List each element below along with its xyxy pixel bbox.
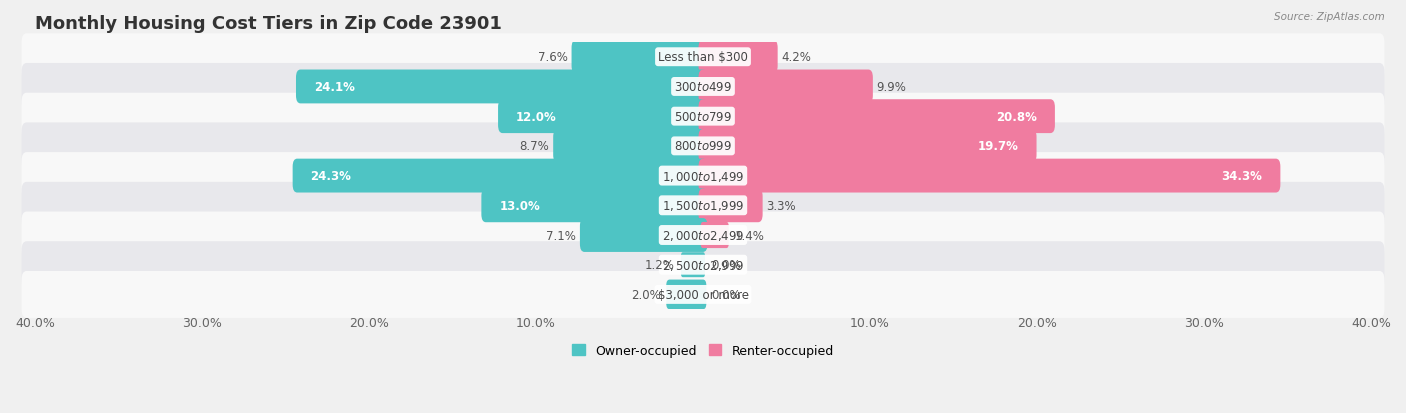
FancyBboxPatch shape xyxy=(292,159,707,193)
FancyBboxPatch shape xyxy=(498,100,707,134)
FancyBboxPatch shape xyxy=(553,130,707,164)
Text: Monthly Housing Cost Tiers in Zip Code 23901: Monthly Housing Cost Tiers in Zip Code 2… xyxy=(35,15,502,33)
FancyBboxPatch shape xyxy=(666,280,706,309)
Text: $1,000 to $1,499: $1,000 to $1,499 xyxy=(662,169,744,183)
Legend: Owner-occupied, Renter-occupied: Owner-occupied, Renter-occupied xyxy=(568,339,838,362)
FancyBboxPatch shape xyxy=(21,212,1385,259)
Text: $2,500 to $2,999: $2,500 to $2,999 xyxy=(662,258,744,272)
Text: 0.0%: 0.0% xyxy=(711,288,741,301)
Text: $1,500 to $1,999: $1,500 to $1,999 xyxy=(662,199,744,213)
Text: 2.0%: 2.0% xyxy=(631,288,661,301)
FancyBboxPatch shape xyxy=(572,41,707,74)
FancyBboxPatch shape xyxy=(699,130,1036,164)
FancyBboxPatch shape xyxy=(699,189,762,223)
FancyBboxPatch shape xyxy=(21,153,1385,199)
Text: 9.9%: 9.9% xyxy=(877,81,907,94)
Text: 24.1%: 24.1% xyxy=(314,81,354,94)
Text: $300 to $499: $300 to $499 xyxy=(673,81,733,94)
Text: 1.4%: 1.4% xyxy=(735,229,765,242)
Text: Source: ZipAtlas.com: Source: ZipAtlas.com xyxy=(1274,12,1385,22)
FancyBboxPatch shape xyxy=(681,253,704,278)
FancyBboxPatch shape xyxy=(21,34,1385,81)
FancyBboxPatch shape xyxy=(699,41,778,74)
Text: 24.3%: 24.3% xyxy=(311,170,352,183)
Text: 0.0%: 0.0% xyxy=(711,259,741,272)
Text: 7.6%: 7.6% xyxy=(538,51,568,64)
FancyBboxPatch shape xyxy=(699,100,1054,134)
Text: 4.2%: 4.2% xyxy=(782,51,811,64)
Text: 7.1%: 7.1% xyxy=(546,229,576,242)
FancyBboxPatch shape xyxy=(481,189,707,223)
FancyBboxPatch shape xyxy=(21,183,1385,229)
Text: $2,000 to $2,499: $2,000 to $2,499 xyxy=(662,228,744,242)
FancyBboxPatch shape xyxy=(21,271,1385,318)
Text: 12.0%: 12.0% xyxy=(516,110,557,123)
Text: 19.7%: 19.7% xyxy=(977,140,1019,153)
Text: $500 to $799: $500 to $799 xyxy=(673,110,733,123)
FancyBboxPatch shape xyxy=(21,242,1385,289)
FancyBboxPatch shape xyxy=(700,222,728,249)
FancyBboxPatch shape xyxy=(21,123,1385,170)
Text: 34.3%: 34.3% xyxy=(1222,170,1263,183)
Text: $3,000 or more: $3,000 or more xyxy=(658,288,748,301)
FancyBboxPatch shape xyxy=(699,159,1281,193)
Text: 3.3%: 3.3% xyxy=(766,199,796,212)
FancyBboxPatch shape xyxy=(579,218,707,252)
FancyBboxPatch shape xyxy=(699,70,873,104)
FancyBboxPatch shape xyxy=(21,93,1385,140)
FancyBboxPatch shape xyxy=(21,64,1385,111)
Text: 8.7%: 8.7% xyxy=(520,140,550,153)
Text: 13.0%: 13.0% xyxy=(499,199,540,212)
Text: 1.2%: 1.2% xyxy=(645,259,675,272)
Text: Less than $300: Less than $300 xyxy=(658,51,748,64)
FancyBboxPatch shape xyxy=(297,70,707,104)
Text: $800 to $999: $800 to $999 xyxy=(673,140,733,153)
Text: 20.8%: 20.8% xyxy=(997,110,1038,123)
